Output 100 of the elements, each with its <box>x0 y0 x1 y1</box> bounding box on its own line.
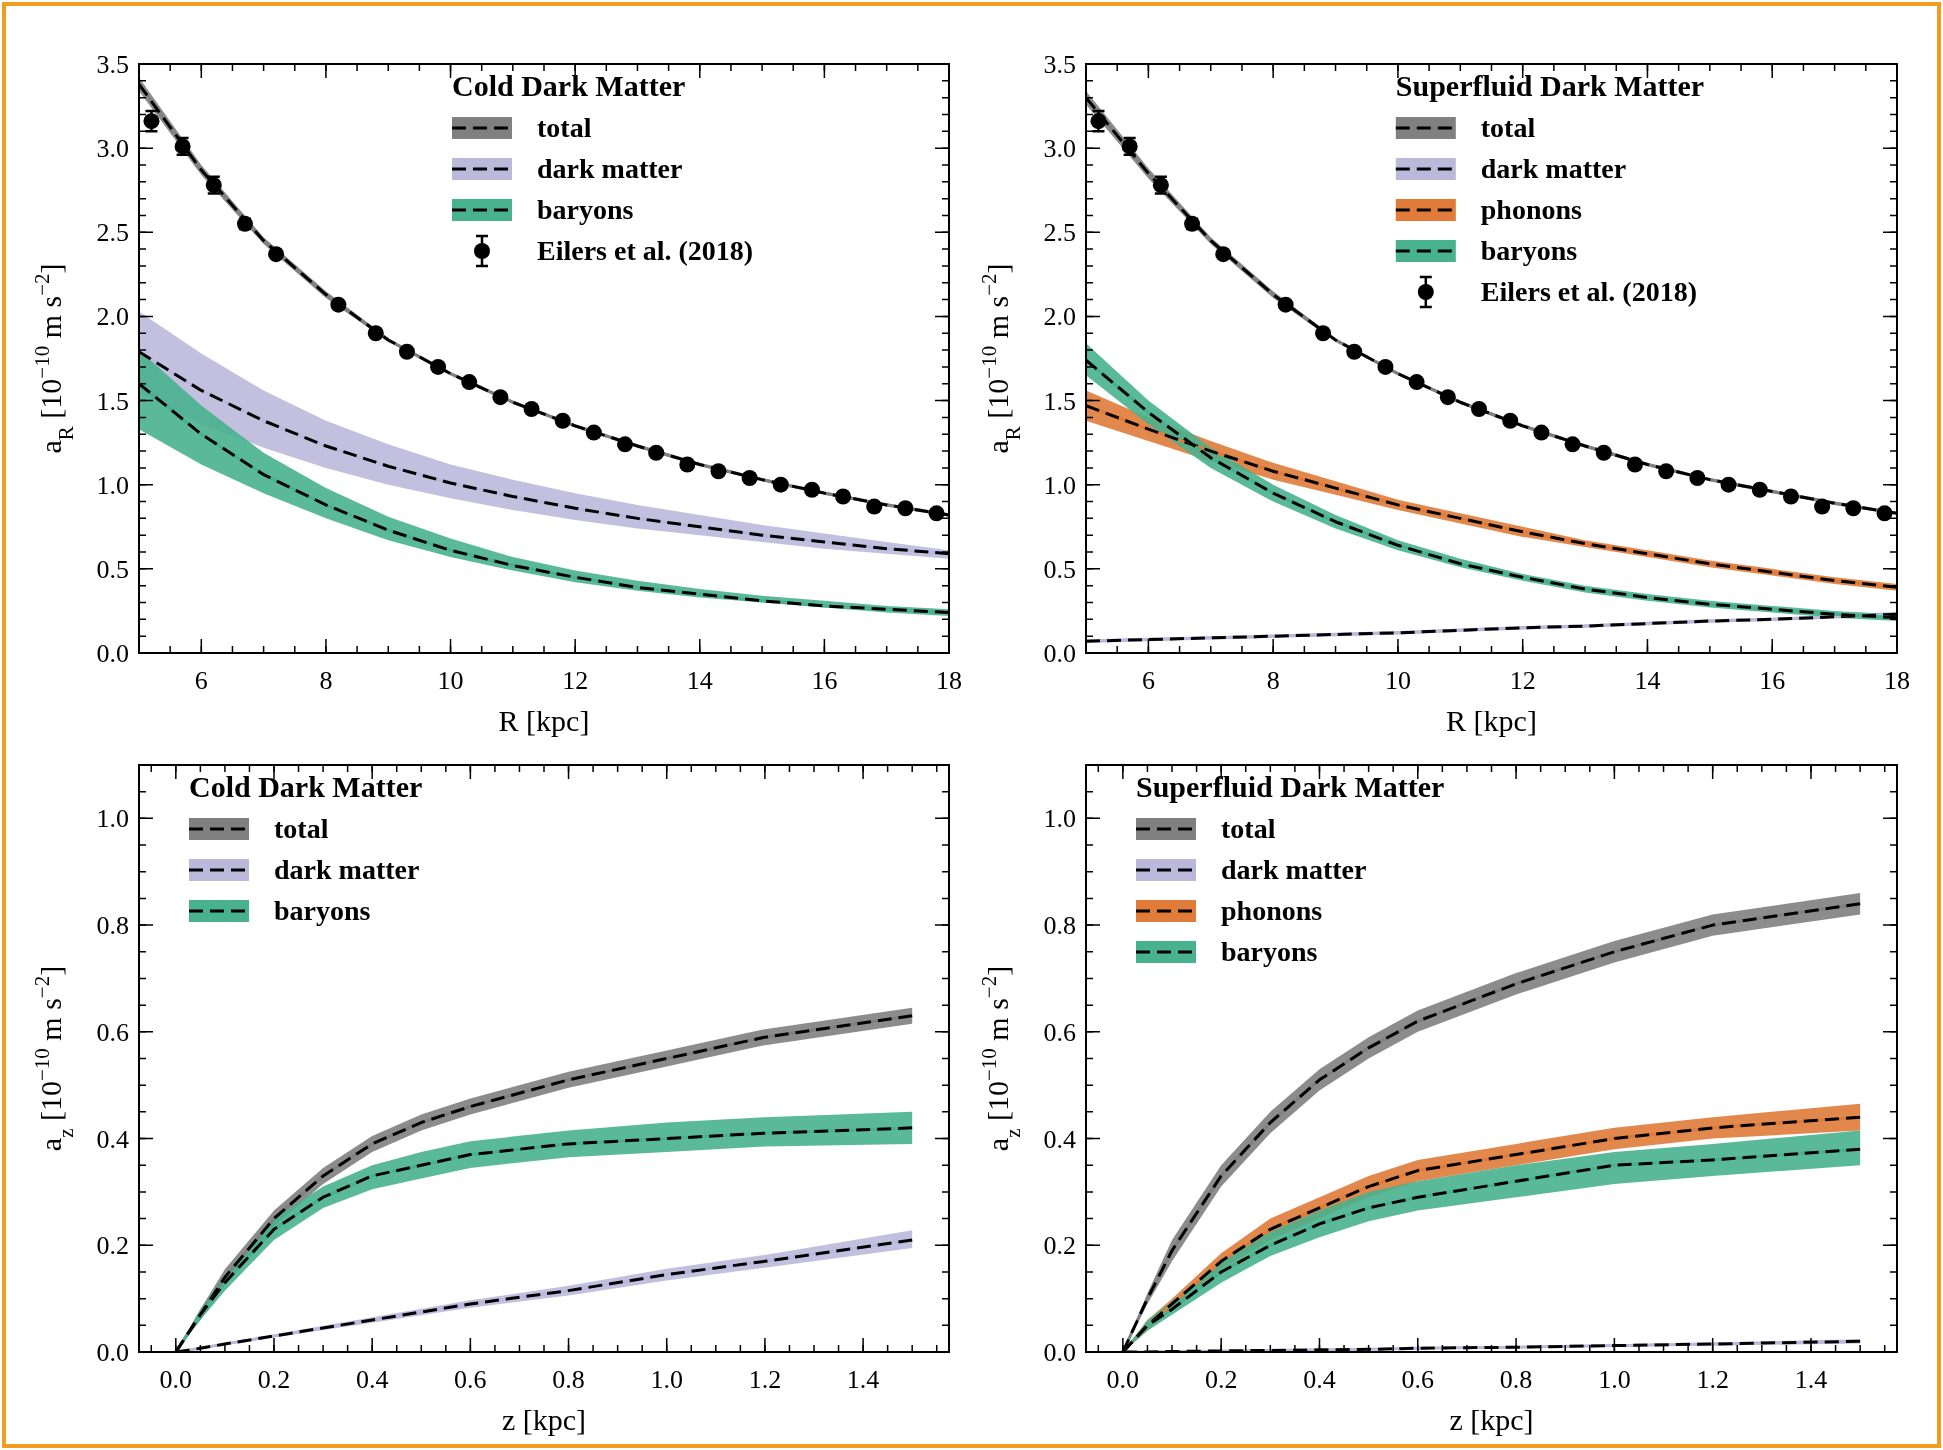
point <box>268 246 285 263</box>
x-tick-label: 0.6 <box>454 1365 487 1394</box>
point <box>461 374 478 391</box>
point <box>1277 296 1294 313</box>
point <box>710 463 727 480</box>
y-tick-label: 0.4 <box>1043 1124 1076 1154</box>
legend-label: total <box>1221 813 1276 844</box>
x-axis-title: R [kpc] <box>498 704 590 737</box>
point <box>1439 389 1456 406</box>
legend-label: Eilers et al. (2018) <box>1480 276 1697 307</box>
point <box>1814 498 1831 515</box>
y-tick-label: 0.6 <box>1043 1017 1076 1047</box>
x-tick-label: 18 <box>936 666 962 695</box>
y-tick-label: 1.0 <box>1043 470 1076 500</box>
x-tick-label: 0.4 <box>355 1365 389 1394</box>
y-tick-label: 0.6 <box>96 1017 129 1047</box>
y-tick-label: 2.5 <box>1043 218 1076 248</box>
x-axis-title: z [kpc] <box>1449 1403 1534 1436</box>
point <box>803 481 820 498</box>
legend-label: total <box>274 813 329 844</box>
point <box>1090 113 1107 130</box>
x-tick-label: 10 <box>437 666 464 695</box>
point <box>897 500 914 517</box>
x-tick-label: 16 <box>1759 666 1786 695</box>
x-tick-label: 6 <box>1141 666 1155 695</box>
x-tick-label: 0.0 <box>159 1365 193 1394</box>
y-tick-label: 1.0 <box>96 470 129 500</box>
x-tick-label: 18 <box>1884 666 1910 695</box>
x-axis-title: R [kpc] <box>1446 704 1537 737</box>
legend-title: Cold Dark Matter <box>189 770 423 803</box>
x-axis-title: z [kpc] <box>501 1403 587 1436</box>
y-tick-label: 0.5 <box>96 554 129 584</box>
legend-title: Cold Dark Matter <box>452 69 686 102</box>
y-tick-label: 3.0 <box>96 134 129 164</box>
y-tick-label: 0.8 <box>96 911 129 941</box>
legend-title: Superfluid Dark Matter <box>1395 69 1705 102</box>
point <box>1471 400 1488 417</box>
point <box>1876 505 1893 522</box>
point <box>648 444 665 461</box>
y-tick-label: 1.0 <box>1043 804 1076 834</box>
point <box>679 456 696 473</box>
legend-label: baryons <box>274 895 371 926</box>
y-tick-label: 1.0 <box>96 804 129 834</box>
point <box>617 436 633 453</box>
y-tick-label: 0.0 <box>1043 639 1076 668</box>
x-tick-label: 0.8 <box>1499 1365 1533 1394</box>
y-tick-label: 3.5 <box>1043 50 1076 79</box>
point <box>928 505 945 522</box>
x-tick-label: 1.2 <box>1696 1365 1729 1394</box>
x-tick-label: 12 <box>1509 666 1536 695</box>
x-tick-label: 12 <box>562 666 589 695</box>
point <box>1215 246 1232 263</box>
point <box>1782 488 1799 505</box>
point <box>1315 325 1332 342</box>
point <box>772 476 789 493</box>
x-tick-label: 1.4 <box>846 1365 880 1394</box>
y-tick-label: 1.5 <box>1043 386 1076 416</box>
point <box>585 424 602 441</box>
legend-label: dark matter <box>1480 153 1627 184</box>
x-tick-label: 1.4 <box>1794 1365 1828 1394</box>
legend-label: phonons <box>1480 194 1583 225</box>
point <box>367 325 384 342</box>
point <box>143 113 160 130</box>
legend-label: baryons <box>537 194 634 225</box>
point <box>866 498 883 515</box>
point <box>523 400 540 417</box>
point <box>1595 444 1612 461</box>
x-tick-label: 0.6 <box>1401 1365 1435 1394</box>
x-tick-label: 1.0 <box>1598 1365 1631 1394</box>
x-tick-label: 0.8 <box>552 1365 585 1394</box>
y-tick-label: 0.0 <box>1043 1338 1076 1367</box>
x-tick-label: 8 <box>319 666 333 695</box>
y-tick-label: 2.5 <box>96 218 129 248</box>
point <box>1689 469 1706 486</box>
x-tick-label: 0.0 <box>1106 1365 1140 1394</box>
y-tick-label: 0.0 <box>96 1338 129 1367</box>
point <box>1408 374 1425 391</box>
x-tick-label: 10 <box>1384 666 1411 695</box>
x-tick-label: 1.0 <box>650 1365 683 1394</box>
y-tick-label: 0.2 <box>1043 1231 1076 1261</box>
point <box>430 358 447 375</box>
y-tick-label: 2.0 <box>1043 302 1076 332</box>
y-tick-label: 0.0 <box>96 639 129 668</box>
y-tick-label: 0.5 <box>1043 554 1076 584</box>
legend-title: Superfluid Dark Matter <box>1136 770 1445 803</box>
point <box>1658 463 1675 480</box>
point <box>330 296 347 313</box>
point <box>1564 436 1581 453</box>
y-tick-label: 0.8 <box>1043 911 1076 941</box>
point <box>1533 424 1550 441</box>
legend-label: total <box>1480 112 1536 143</box>
legend-label: baryons <box>1221 936 1318 967</box>
point <box>1346 343 1363 360</box>
y-tick-label: 3.0 <box>1043 134 1076 164</box>
point <box>1626 456 1643 473</box>
x-tick-label: 0.2 <box>257 1365 291 1394</box>
x-tick-label: 16 <box>811 666 838 695</box>
x-tick-label: 0.4 <box>1303 1365 1336 1394</box>
y-tick-label: 1.5 <box>96 386 129 416</box>
legend-label: dark matter <box>274 854 420 885</box>
